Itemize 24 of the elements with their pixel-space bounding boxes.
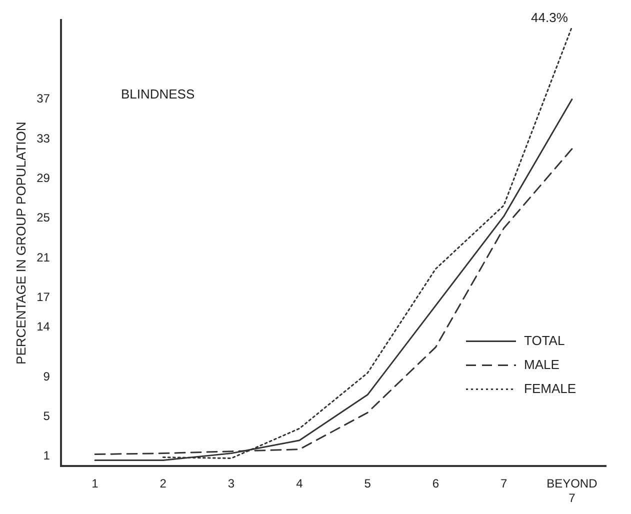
y-tick-label: 14 [36, 320, 50, 334]
y-tick-label: 33 [36, 131, 50, 146]
y-tick-label: 9 [43, 369, 50, 384]
y-tick-label: 37 [36, 92, 50, 106]
y-axis-title: PERCENTAGE IN GROUP POPULATION [13, 122, 28, 364]
x-tick-label: 2 [160, 476, 167, 491]
x-tick-label: 4 [296, 476, 304, 491]
y-tick-label: 17 [36, 290, 50, 304]
legend-label: FEMALE [524, 380, 576, 396]
data-label: 44.3% [531, 10, 568, 26]
annotation: BLINDNESS [120, 86, 195, 102]
y-tick-label: 21 [36, 250, 50, 264]
y-tick-label: 1 [43, 448, 50, 463]
x-tick-label: BEYOND 7 [546, 476, 598, 506]
x-tick-label: 3 [228, 476, 235, 491]
y-tick-label: 29 [36, 170, 50, 185]
y-tick-label: 5 [43, 408, 50, 423]
x-tick-label: 5 [364, 476, 372, 491]
y-tick-label: 25 [36, 210, 50, 225]
legend-label: MALE [524, 356, 560, 372]
x-tick-label: 6 [432, 476, 440, 491]
x-tick-label: 7 [500, 476, 508, 491]
x-tick-label: 1 [92, 476, 99, 491]
legend-label: TOTAL [524, 332, 565, 348]
